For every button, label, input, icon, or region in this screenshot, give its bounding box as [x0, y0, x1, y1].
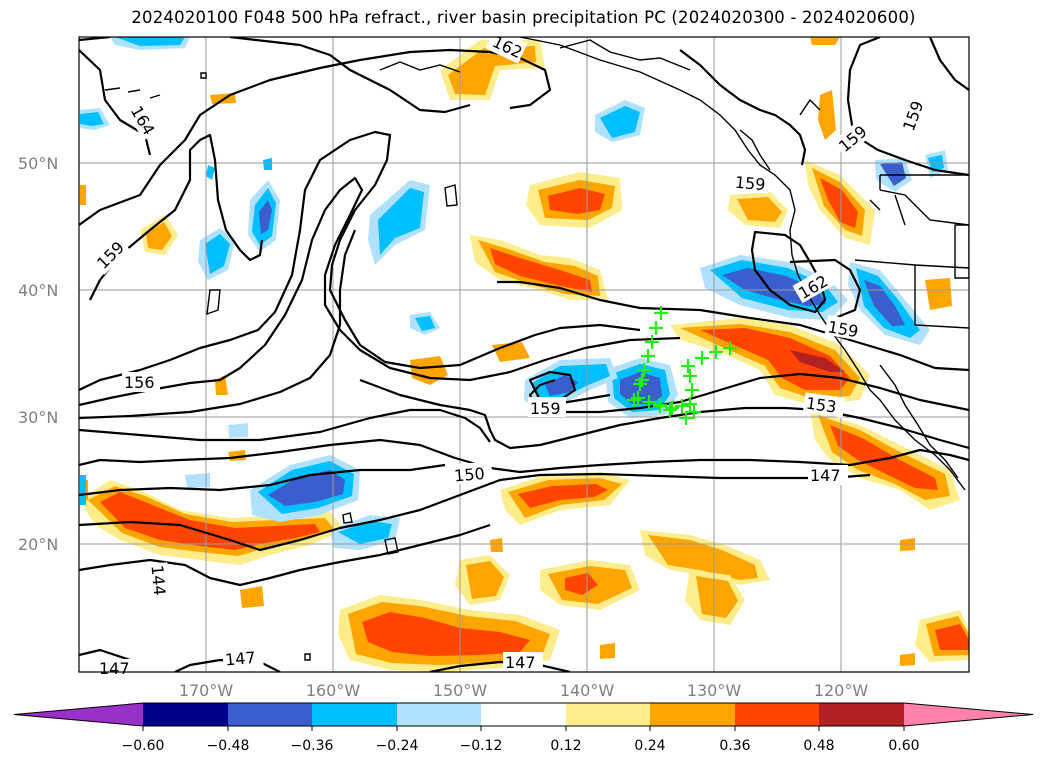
colorbar-tick-label: −0.36 [291, 738, 334, 754]
colorbar-bin [312, 703, 397, 726]
lat-label: 20°N [18, 535, 58, 554]
colorbar-tick-label: 0.12 [550, 738, 581, 754]
colorbar-bin [397, 703, 481, 726]
contour-label: 159 [826, 317, 859, 341]
basin-point-marker [675, 399, 689, 413]
colorbar-bin [228, 703, 312, 726]
lat-lon-grid [79, 37, 969, 672]
lon-label: 150°W [433, 681, 488, 700]
colorbar-bin [143, 703, 228, 726]
basin-point-marker [681, 359, 695, 373]
colorbar-tick-label: −0.24 [376, 738, 419, 754]
precip-positive-shading [80, 37, 969, 672]
map-title: 2024020100 F048 500 hPa refract., river … [131, 8, 916, 27]
colorbar-bin [735, 703, 819, 726]
colorbar-tick-label: −0.12 [460, 738, 503, 754]
lat-label: 50°N [18, 154, 58, 173]
colorbar-bin [481, 703, 566, 726]
basin-point-marker [637, 363, 651, 377]
basin-point-marker [695, 351, 709, 365]
basin-point-marker [723, 341, 737, 355]
longitude-labels: 170°W 160°W 150°W 140°W 130°W 120°W [179, 681, 869, 700]
basin-point-marker [683, 369, 697, 383]
basin-point-marker [653, 398, 667, 412]
colorbar: −0.60 −0.48 −0.36 −0.24 −0.12 0.12 0.24 … [13, 702, 1034, 754]
contour-label: 159 [530, 399, 561, 418]
lon-label: 130°W [687, 681, 742, 700]
lon-label: 140°W [560, 681, 615, 700]
colorbar-tick-label: 0.48 [803, 738, 834, 754]
contour-label: 153 [805, 394, 838, 417]
colorbar-tick-label: 0.24 [634, 738, 665, 754]
basin-point-marker [683, 397, 697, 411]
colorbar-extend-low [14, 703, 143, 726]
contour-label: 147 [810, 466, 841, 485]
basin-point-marker [627, 393, 641, 407]
lon-label: 160°W [306, 681, 361, 700]
basin-point-marker [649, 321, 663, 335]
basin-point-marker [654, 306, 668, 320]
basin-point-marker [685, 383, 699, 397]
refractivity-contours [79, 37, 969, 672]
lat-label: 30°N [18, 408, 58, 427]
basin-point-marker [645, 335, 659, 349]
contour-label: 159 [734, 173, 766, 195]
contour-label: 147 [99, 659, 130, 678]
basin-point-marker [687, 405, 701, 419]
basin-point-marker [665, 401, 679, 415]
lon-label: 120°W [814, 681, 869, 700]
colorbar-bin [566, 703, 650, 726]
lat-label: 40°N [18, 281, 58, 300]
latitude-labels: 50°N 40°N 30°N 20°N [18, 154, 58, 554]
colorbar-tick-label: −0.48 [207, 738, 250, 754]
lon-label: 170°W [179, 681, 234, 700]
basin-point-marker [635, 373, 649, 387]
colorbar-extend-high [904, 703, 1033, 726]
basin-point-marker [641, 349, 655, 363]
colorbar-bin [650, 703, 735, 726]
contour-label: 147 [224, 648, 256, 670]
contour-label: 150 [453, 464, 485, 486]
contour-label: 156 [124, 373, 155, 392]
basin-point-marker [642, 395, 656, 409]
colorbar-bin [819, 703, 904, 726]
basin-point-marker [679, 411, 693, 425]
basin-point-marker [709, 345, 723, 359]
colorbar-tick-label: −0.60 [122, 738, 165, 754]
contour-label: 144 [148, 564, 170, 596]
colorbar-tick-label: 0.36 [719, 738, 750, 754]
contour-label: 147 [505, 653, 536, 672]
map-frame [78, 36, 970, 673]
basin-point-markers [627, 306, 737, 425]
basin-point-marker [663, 403, 677, 417]
coastlines [104, 37, 969, 661]
contour-label: 159 [899, 98, 927, 133]
colorbar-tick-label: 0.60 [888, 738, 919, 754]
